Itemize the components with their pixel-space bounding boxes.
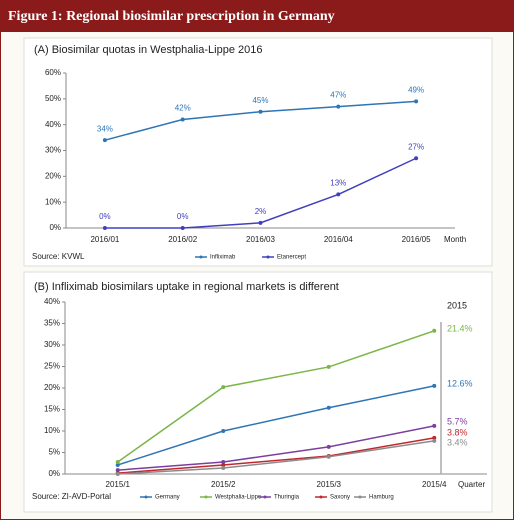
data-point xyxy=(326,364,331,369)
legend-label: Hamburg xyxy=(369,495,394,501)
legend-marker xyxy=(204,495,208,499)
data-point xyxy=(115,462,120,467)
annotation: 5.7% xyxy=(447,416,468,426)
y-tick-label: 30% xyxy=(44,340,60,349)
data-label: 13% xyxy=(330,179,346,188)
y-tick-label: 5% xyxy=(48,448,60,457)
legend-label: Thuringia xyxy=(274,495,300,501)
data-point xyxy=(115,472,120,476)
y-tick-label: 35% xyxy=(44,319,60,328)
data-point xyxy=(432,383,437,388)
chart-title: (A) Biosimilar quotas in Westphalia-Lipp… xyxy=(34,44,262,56)
data-label: 47% xyxy=(330,91,346,100)
x-tick-label: 2016/03 xyxy=(246,235,275,244)
legend-label: Westphalia-Lippe xyxy=(215,495,262,501)
source: Source: KVWL xyxy=(32,252,85,261)
data-point xyxy=(115,468,120,473)
data-point xyxy=(102,226,107,230)
data-point xyxy=(326,454,331,459)
x-tick-label: 2016/02 xyxy=(168,235,197,244)
data-point xyxy=(102,138,107,143)
legend-marker xyxy=(319,495,323,499)
data-label: 0% xyxy=(99,212,111,221)
data-label: 0% xyxy=(177,212,189,221)
series-line xyxy=(117,385,435,466)
data-point xyxy=(180,226,185,230)
y-tick-label: 60% xyxy=(45,68,61,77)
data-label: 27% xyxy=(408,142,424,151)
series-line xyxy=(117,425,435,471)
x-tick-label: 2015/3 xyxy=(317,480,342,489)
data-label: 45% xyxy=(252,96,268,105)
data-point xyxy=(432,423,437,428)
x-tick-label: 2015/4 xyxy=(422,480,447,489)
annotation: 21.4% xyxy=(447,323,473,333)
panel xyxy=(23,37,493,267)
y-tick-label: 40% xyxy=(45,120,61,129)
annotation: 12.6% xyxy=(447,378,473,388)
header-bar xyxy=(0,0,514,32)
legend-marker xyxy=(144,495,148,499)
annotation-header: 2015 xyxy=(447,300,467,310)
data-point xyxy=(221,385,226,390)
data-label: 49% xyxy=(408,86,424,95)
data-point xyxy=(414,99,419,104)
x-tick-label: 2015/1 xyxy=(106,480,131,489)
y-tick-label: 15% xyxy=(44,405,60,414)
y-tick-label: 25% xyxy=(44,362,60,371)
y-tick-label: 40% xyxy=(44,297,60,306)
data-point xyxy=(258,109,263,114)
y-tick-label: 50% xyxy=(45,94,61,103)
data-label: 42% xyxy=(175,104,191,113)
source: Source: ZI-AVD-Portal xyxy=(32,492,111,501)
page-title: Figure 1: Regional biosimilar prescripti… xyxy=(8,9,335,24)
data-point xyxy=(432,435,437,440)
data-point xyxy=(115,459,120,464)
y-tick-label: 20% xyxy=(45,171,61,180)
data-point xyxy=(432,328,437,333)
data-point xyxy=(221,465,226,470)
data-point xyxy=(326,405,331,410)
series-line xyxy=(117,330,435,463)
data-point xyxy=(326,444,331,449)
legend-marker xyxy=(199,255,203,259)
y-tick-label: 10% xyxy=(44,426,60,435)
legend-label: Infliximab xyxy=(210,255,236,261)
data-point xyxy=(221,459,226,464)
x-tick-label: 2016/04 xyxy=(324,235,353,244)
data-point xyxy=(432,438,437,443)
legend-label: Germany xyxy=(155,495,180,501)
x-axis-title: Month xyxy=(444,235,466,244)
legend-marker xyxy=(358,495,362,499)
y-tick-label: 0% xyxy=(48,469,60,478)
y-tick-label: 0% xyxy=(49,223,61,232)
y-tick-label: 30% xyxy=(45,146,61,155)
x-tick-label: 2015/2 xyxy=(211,480,236,489)
data-point xyxy=(221,429,226,433)
data-point xyxy=(180,117,185,122)
chart-title: (B) Infliximab biosimilars uptake in reg… xyxy=(34,281,339,293)
annotation: 3.8% xyxy=(447,427,468,437)
x-tick-label: 2016/01 xyxy=(90,235,119,244)
data-label: 2% xyxy=(255,207,267,216)
data-point xyxy=(336,192,341,197)
legend-label: Saxony xyxy=(330,495,350,501)
data-label: 34% xyxy=(97,124,113,133)
data-point xyxy=(336,104,341,109)
x-axis-title: Quarter xyxy=(458,480,485,489)
x-tick-label: 2016/05 xyxy=(402,235,431,244)
data-point xyxy=(258,220,263,225)
y-tick-label: 10% xyxy=(45,197,61,206)
legend-marker xyxy=(266,255,270,259)
legend-label: Etanercept xyxy=(277,255,306,261)
y-tick-label: 20% xyxy=(44,383,60,392)
data-point xyxy=(221,462,226,467)
legend-marker xyxy=(263,495,267,499)
annotation: 3.4% xyxy=(447,437,468,447)
data-point xyxy=(414,156,419,161)
series-line xyxy=(117,440,435,475)
panel xyxy=(23,271,493,513)
series-line xyxy=(117,437,435,474)
